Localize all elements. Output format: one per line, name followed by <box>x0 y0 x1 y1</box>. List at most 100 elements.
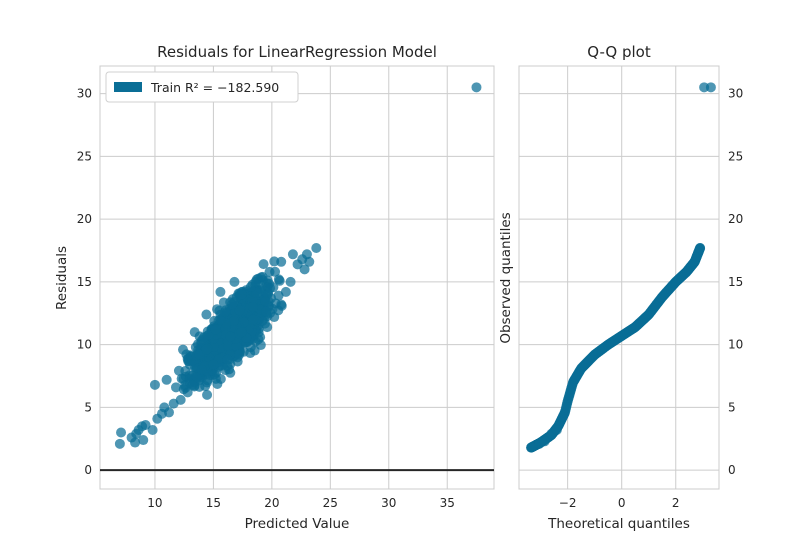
residual-point <box>220 307 231 318</box>
residual-point <box>276 256 287 267</box>
residuals-y-tick-label: 30 <box>77 87 92 101</box>
qq-y-axis-label: Observed quantiles <box>498 212 514 343</box>
residual-point <box>182 387 193 398</box>
residual-point <box>276 299 287 310</box>
residual-point <box>178 344 189 355</box>
residual-point <box>311 243 322 254</box>
residual-point <box>261 306 272 317</box>
residual-point <box>201 309 212 320</box>
residual-point <box>234 349 245 360</box>
residual-point <box>273 274 284 285</box>
residual-point <box>140 419 151 430</box>
residuals-x-tick-label: 15 <box>206 496 221 510</box>
residuals-tick-labels: 10 15 20 25 30 35 0 5 10 15 20 25 30 <box>77 87 455 510</box>
residual-point <box>215 314 226 325</box>
qq-point <box>526 442 537 453</box>
residuals-x-axis-label: Predicted Value <box>245 516 350 532</box>
residual-point <box>229 276 240 287</box>
residual-point <box>285 276 296 287</box>
residual-point <box>248 302 259 313</box>
residual-point <box>269 312 280 323</box>
residual-point <box>161 374 172 385</box>
legend-entry-train: Train R² = −182.590 <box>150 80 279 95</box>
residual-point <box>250 276 261 287</box>
residual-point <box>202 375 213 386</box>
residual-point <box>248 314 259 325</box>
residual-point <box>231 341 242 352</box>
qq-y-tick-label: 30 <box>728 87 743 101</box>
residuals-y-tick-label: 20 <box>77 212 92 226</box>
residual-point <box>187 379 198 390</box>
qq-y-tick-label: 15 <box>728 275 743 289</box>
residuals-y-tick-label: 25 <box>77 149 92 163</box>
residual-point <box>260 296 271 307</box>
residual-point <box>175 394 186 405</box>
residual-point <box>159 402 170 413</box>
residuals-y-tick-label: 10 <box>77 338 92 352</box>
residual-point <box>185 359 196 370</box>
qq-y-tick-label: 20 <box>728 212 743 226</box>
legend: Train R² = −182.590 <box>105 71 299 103</box>
residual-point <box>208 359 219 370</box>
residual-point <box>236 289 247 300</box>
qq-point <box>551 425 562 436</box>
residual-point <box>114 438 125 449</box>
residual-point <box>257 271 268 282</box>
residuals-y-tick-label: 0 <box>84 463 92 477</box>
residual-point <box>203 329 214 340</box>
residual-point <box>147 425 158 436</box>
residual-point <box>210 324 221 335</box>
residuals-y-axis-label: Residuals <box>54 246 70 310</box>
residual-point <box>304 256 315 267</box>
residuals-x-tick-label: 20 <box>264 496 279 510</box>
residual-point <box>194 349 205 360</box>
qq-point <box>705 82 716 93</box>
residual-point <box>192 372 203 383</box>
residual-point <box>228 315 239 326</box>
residual-point <box>202 389 213 400</box>
qq-x-tick-label: 2 <box>672 496 680 510</box>
residual-point <box>215 286 226 297</box>
residual-point <box>138 435 149 446</box>
residuals-plot-title: Residuals for LinearRegression Model <box>157 43 437 61</box>
residual-point <box>264 266 275 277</box>
residual-point <box>299 264 310 275</box>
residual-point <box>287 249 298 260</box>
legend-box <box>105 71 299 103</box>
residual-point <box>130 437 141 448</box>
qq-x-axis-label: Theoretical quantiles <box>547 516 690 532</box>
qq-x-tick-label: 0 <box>618 496 626 510</box>
residual-point <box>227 299 238 310</box>
residual-point <box>258 259 269 270</box>
residual-point <box>236 327 247 338</box>
residual-point <box>225 331 236 342</box>
residual-point <box>222 354 233 365</box>
residual-point <box>471 82 482 93</box>
residual-point <box>234 305 245 316</box>
qq-y-tick-label: 25 <box>728 149 743 163</box>
qq-grid <box>519 66 719 489</box>
residuals-y-tick-label: 5 <box>84 400 92 414</box>
residual-point <box>201 344 212 355</box>
residual-point <box>149 379 160 390</box>
residual-point <box>301 249 312 260</box>
residuals-x-tick-label: 25 <box>323 496 338 510</box>
residual-points <box>114 82 482 449</box>
qq-point <box>539 436 550 447</box>
residuals-y-tick-label: 15 <box>77 275 92 289</box>
residual-point <box>262 322 273 333</box>
residual-point <box>218 297 229 308</box>
qq-plot-title: Q-Q plot <box>587 43 651 61</box>
residual-point <box>196 364 207 375</box>
residuals-x-tick-label: 35 <box>440 496 455 510</box>
qq-x-tick-label: −2 <box>559 496 577 510</box>
residual-point <box>265 283 276 294</box>
qq-y-tick-label: 0 <box>728 463 736 477</box>
qq-plot-frame <box>518 65 720 490</box>
qq-point <box>695 243 706 254</box>
residuals-x-tick-label: 30 <box>381 496 396 510</box>
residual-point <box>212 379 223 390</box>
